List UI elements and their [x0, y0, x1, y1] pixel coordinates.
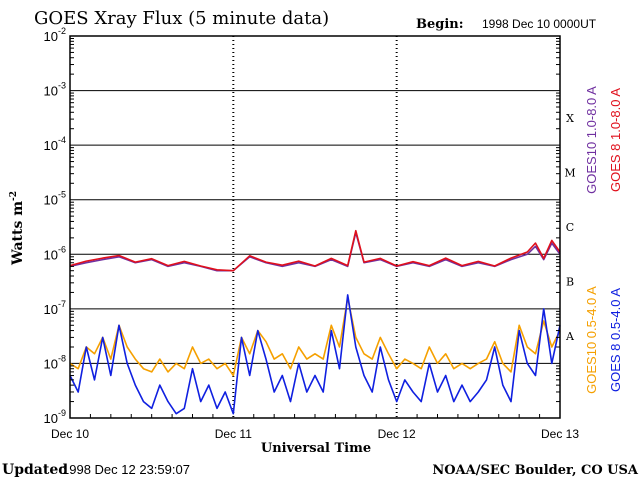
- chart-title: GOES Xray Flux (5 minute data): [34, 8, 329, 29]
- legend-entry: GOES10 0.5-4.0 A: [584, 286, 599, 394]
- flare-class-label: B: [566, 276, 574, 289]
- flare-class-label: A: [565, 330, 575, 343]
- y-tick-exp: -9: [58, 408, 66, 418]
- y-tick-label: 10-2: [44, 26, 66, 44]
- legend-entry: GOES 8 1.0-8.0 A: [608, 88, 623, 192]
- series-line: [69, 229, 561, 272]
- y-tick-base: 10: [44, 29, 58, 44]
- footer-updated-label: Updated: [2, 462, 68, 478]
- x-tick-label: Dec 11: [215, 427, 252, 441]
- y-tick-base: 10: [44, 138, 58, 153]
- y-tick-label: 10-5: [44, 190, 66, 208]
- y-tick-label: 10-4: [44, 135, 66, 153]
- y-tick-exp: -8: [58, 353, 66, 363]
- x-tick-label: Dec 12: [378, 427, 416, 441]
- begin-value: 1998 Dec 10 0000UT: [482, 17, 597, 31]
- legend-entry: GOES 8 0.5-4.0 A: [608, 288, 623, 392]
- y-axis-label-exp: -2: [9, 191, 19, 201]
- y-tick-label: 10-6: [44, 244, 66, 262]
- y-tick-base: 10: [44, 247, 58, 262]
- y-tick-base: 10: [44, 356, 58, 371]
- y-tick-exp: -6: [58, 244, 66, 254]
- plot-series: [69, 229, 561, 415]
- y-tick-exp: -2: [58, 26, 66, 36]
- y-tick-base: 10: [44, 411, 58, 426]
- y-tick-label: 10-3: [44, 81, 66, 99]
- flare-class-label: M: [564, 166, 575, 179]
- y-tick-base: 10: [44, 302, 58, 317]
- flare-class-label: X: [566, 112, 574, 125]
- y-axis-label-text: Watts m: [10, 201, 26, 266]
- y-tick-exp: -4: [58, 135, 66, 145]
- flare-class-label: C: [566, 221, 574, 234]
- y-tick-label: 10-8: [44, 353, 66, 371]
- y-tick-exp: -5: [58, 190, 66, 200]
- plot-grid: [70, 35, 560, 419]
- series-line: [69, 296, 561, 377]
- legend: GOES10 1.0-8.0 A GOES 8 1.0-8.0 A GOES10 0…: [584, 86, 623, 394]
- y-tick-label: 10-7: [44, 299, 66, 317]
- legend-entry: GOES10 1.0-8.0 A: [584, 86, 599, 194]
- y-axis-label: Watts m-2: [9, 191, 26, 266]
- x-tick-label: Dec 10: [51, 427, 89, 441]
- series-line: [69, 231, 561, 272]
- series-line: [69, 294, 561, 415]
- plot-frame: [69, 35, 561, 419]
- y-tick-exp: -7: [58, 299, 66, 309]
- begin-label: Begin:: [416, 17, 464, 32]
- footer-source: NOAA/SEC Boulder, CO USA: [432, 463, 639, 478]
- y-tick-base: 10: [44, 193, 58, 208]
- x-tick-label: Dec 13: [541, 427, 579, 441]
- footer-updated-value: 1998 Dec 12 23:59:07: [62, 462, 190, 477]
- y-tick-exp: -3: [58, 81, 66, 91]
- x-axis-label: Universal Time: [261, 441, 371, 456]
- y-tick-base: 10: [44, 84, 58, 99]
- y-tick-label: 10-9: [44, 408, 66, 426]
